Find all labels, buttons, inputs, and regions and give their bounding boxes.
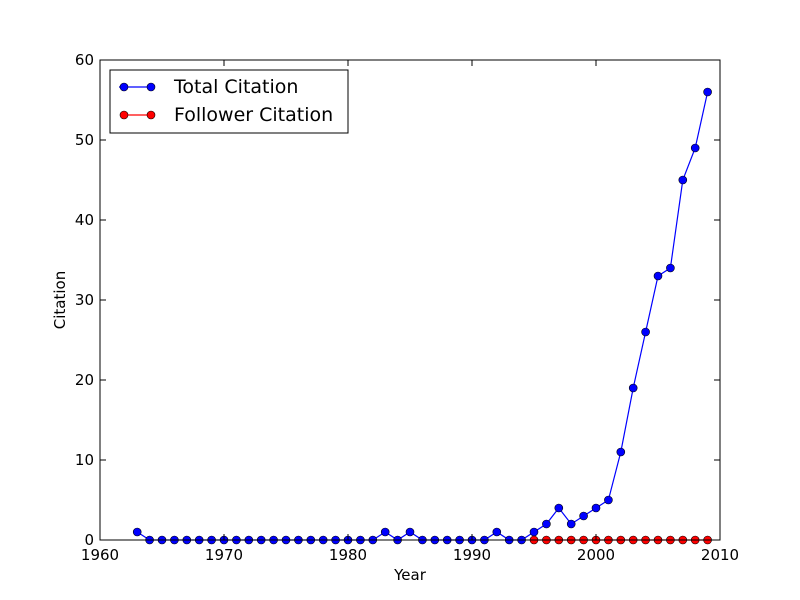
y-tick-label: 30	[75, 291, 94, 309]
legend: Total Citation Follower Citation	[109, 69, 349, 134]
y-tick-label: 60	[75, 51, 94, 69]
data-point-total-citation	[566, 519, 576, 529]
data-point-total-citation	[542, 519, 551, 529]
legend-marker-total	[146, 82, 156, 92]
y-tick-label: 50	[75, 131, 94, 149]
data-point-total-citation	[132, 527, 142, 537]
x-tick-label: 1980	[329, 546, 367, 564]
legend-marker-follower	[146, 110, 156, 120]
legend-entry-total: Total Citation	[119, 76, 298, 98]
data-point-total-citation	[628, 383, 638, 393]
plot-background	[100, 60, 720, 540]
legend-entry-follower: Follower Citation	[119, 104, 333, 126]
legend-marker-follower	[119, 110, 129, 120]
ticks: 1960 1970 1980 1990 2000 2010 0 10 20 30 40 50 60	[75, 51, 739, 564]
data-point-total-citation	[678, 175, 688, 185]
data-point-total-citation	[653, 271, 663, 281]
x-tick-label: 2000	[577, 546, 615, 564]
y-axis-label: Citation	[51, 271, 69, 329]
plot-area	[100, 60, 720, 540]
data-point-total-citation	[616, 447, 626, 457]
x-tick-label: 1990	[453, 546, 491, 564]
y-tick-label: 0	[84, 531, 94, 549]
y-tick-label: 10	[75, 451, 94, 469]
x-tick-label: 1960	[81, 546, 119, 564]
x-tick-label: 2010	[701, 546, 739, 564]
data-point-total-citation	[690, 143, 700, 153]
data-point-total-citation	[380, 527, 390, 537]
legend-label-follower: Follower Citation	[174, 104, 333, 126]
data-point-total-citation	[492, 527, 502, 537]
y-tick-label: 20	[75, 371, 94, 389]
legend-marker-total	[119, 82, 129, 92]
data-point-total-citation	[529, 527, 539, 537]
data-point-total-citation	[666, 263, 675, 273]
data-point-total-citation	[591, 503, 601, 513]
data-point-total-citation	[554, 503, 564, 513]
data-point-total-citation	[604, 495, 613, 505]
y-tick-label: 40	[75, 211, 94, 229]
legend-box	[109, 69, 349, 134]
data-point-total-citation	[405, 527, 415, 537]
data-point-total-citation	[703, 87, 712, 97]
x-axis-label: Year	[393, 566, 427, 584]
legend-label-total: Total Citation	[173, 76, 298, 98]
data-point-total-citation	[579, 511, 588, 521]
data-point-total-citation	[641, 327, 650, 337]
x-tick-label: 1970	[205, 546, 243, 564]
